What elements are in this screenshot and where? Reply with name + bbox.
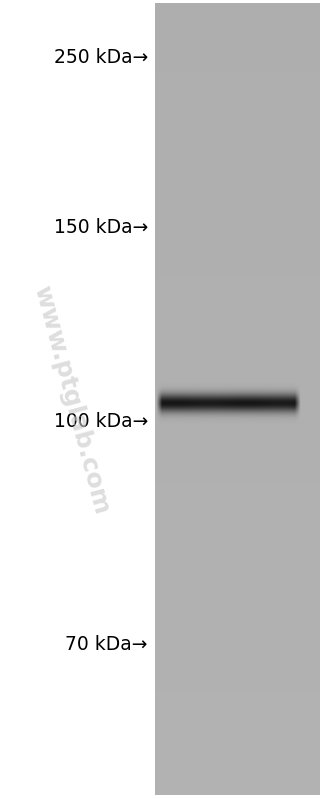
Text: www.ptglab.com: www.ptglab.com (29, 282, 114, 517)
Text: 100 kDa→: 100 kDa→ (54, 412, 148, 431)
Text: 150 kDa→: 150 kDa→ (54, 218, 148, 237)
Text: 70 kDa→: 70 kDa→ (65, 635, 148, 654)
Text: 250 kDa→: 250 kDa→ (54, 48, 148, 67)
